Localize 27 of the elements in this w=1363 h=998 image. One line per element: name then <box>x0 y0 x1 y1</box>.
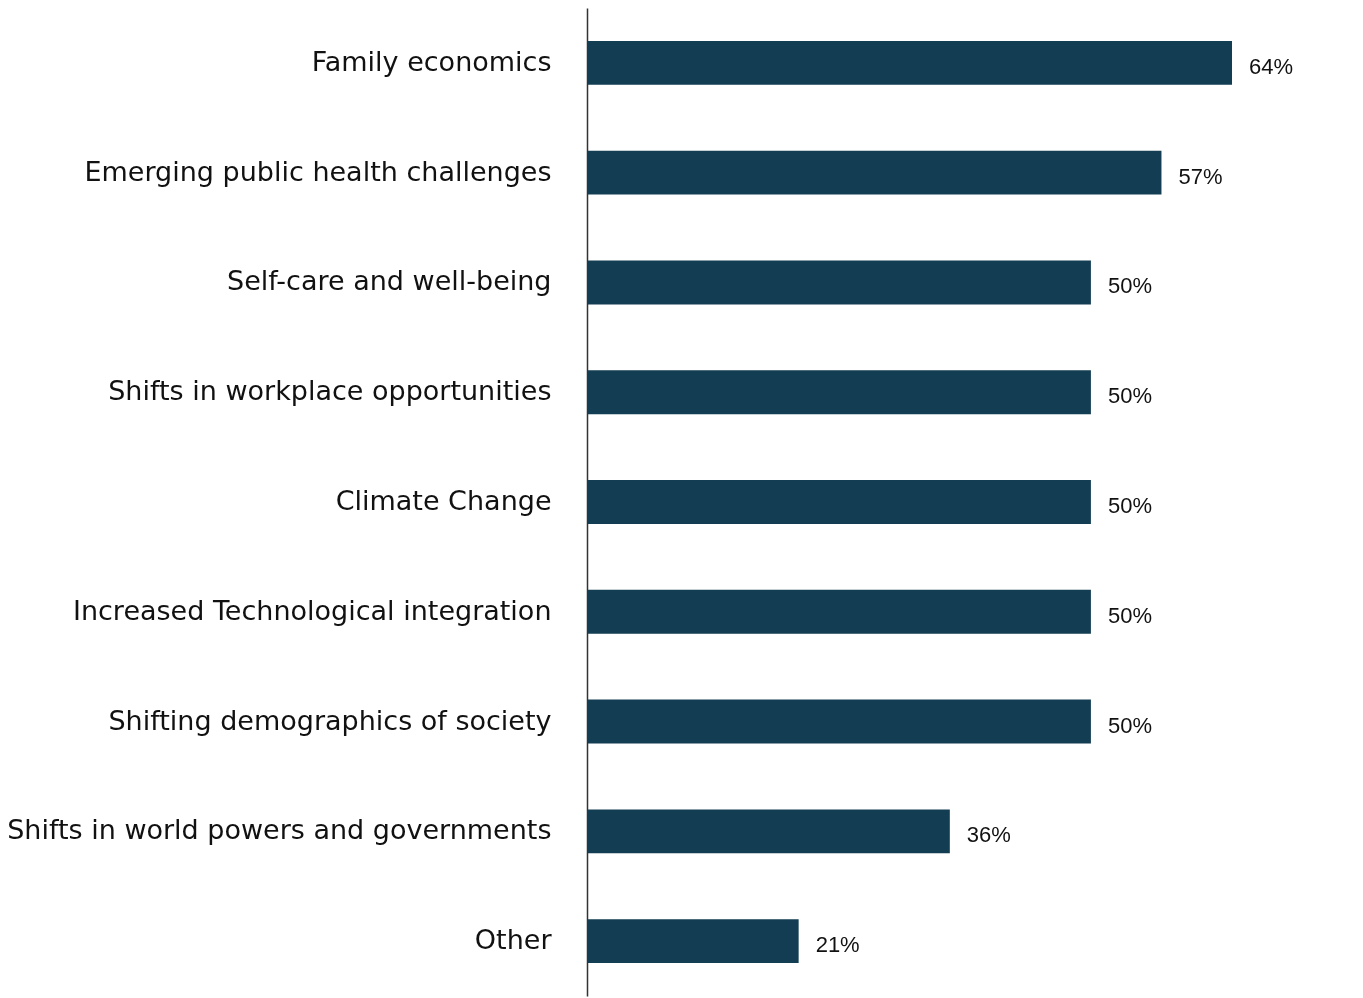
y-tick-label: Shifts in workplace opportunities <box>108 375 552 407</box>
y-tick-label: Emerging public health challenges <box>84 155 552 187</box>
bar <box>587 589 1091 634</box>
data-label: 50% <box>1107 493 1152 518</box>
data-label: 64% <box>1249 53 1294 79</box>
y-tick-label: Shifts in world powers and governments <box>7 814 552 846</box>
bar <box>587 699 1091 744</box>
bar <box>587 150 1162 195</box>
data-label: 50% <box>1107 273 1152 299</box>
y-tick-label: Other <box>474 924 553 956</box>
bar <box>587 370 1091 415</box>
data-label: 57% <box>1178 163 1223 189</box>
y-tick-label: Climate Change <box>335 485 552 516</box>
bar <box>587 480 1091 524</box>
bar <box>587 809 950 854</box>
data-label: 36% <box>966 822 1011 848</box>
y-tick-label: Self-care and well-being <box>227 265 552 297</box>
data-label: 21% <box>815 932 860 958</box>
y-tick-label: Family economics <box>311 45 552 77</box>
data-label: 50% <box>1107 383 1152 409</box>
data-label: 50% <box>1107 602 1152 628</box>
y-tick-label: Increased Technological integration <box>72 594 552 626</box>
bar <box>587 919 799 964</box>
data-label: 50% <box>1107 712 1152 738</box>
y-tick-label: Shifting demographics of society <box>108 704 552 736</box>
bar <box>587 40 1232 85</box>
bar <box>587 260 1091 305</box>
